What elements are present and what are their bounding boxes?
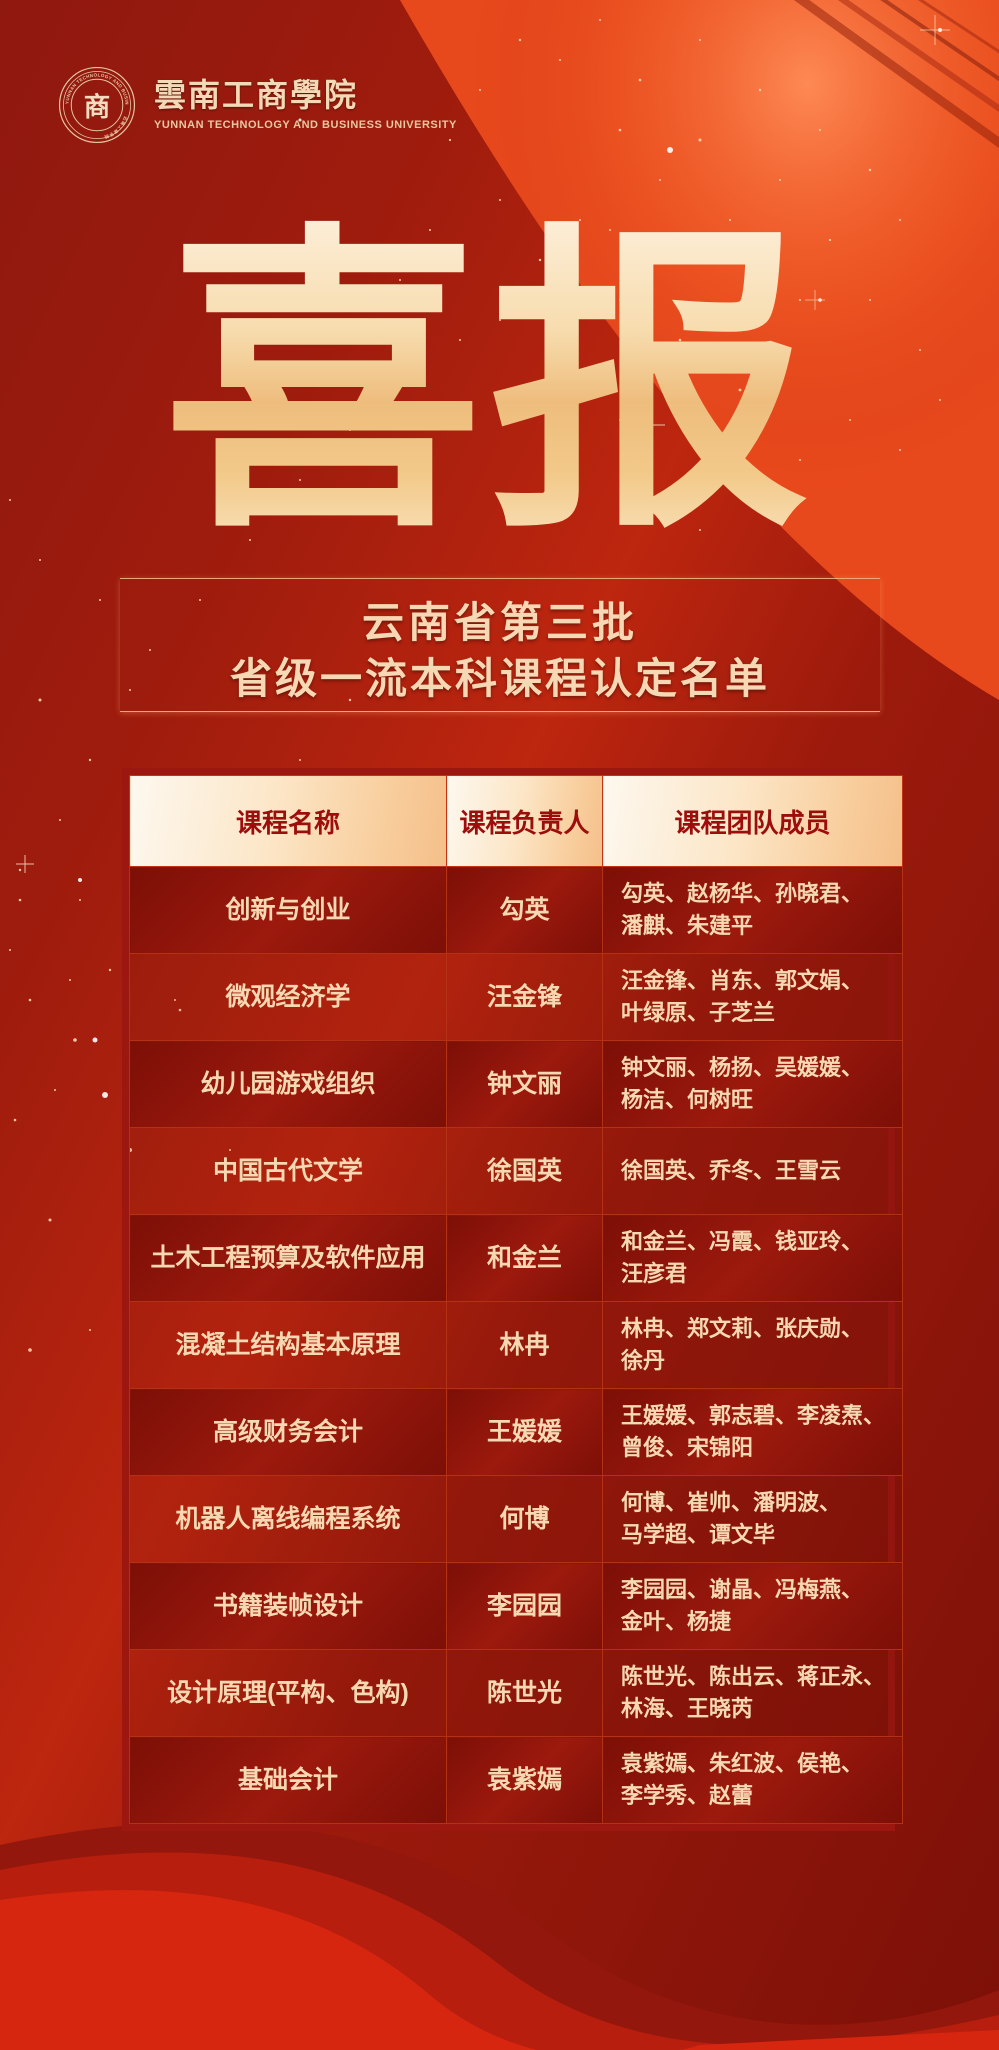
svg-text:商: 商 [84, 92, 111, 122]
svg-text:喜报: 喜报 [163, 205, 815, 555]
